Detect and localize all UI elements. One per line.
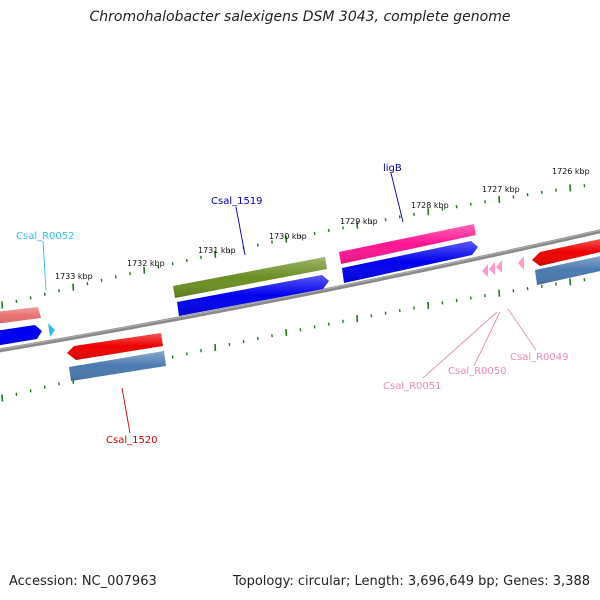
kbp-label: 1728 kbp <box>411 201 449 210</box>
trna-feature-csal-r0050b[interactable] <box>496 260 502 273</box>
gene-feature-salmon-left[interactable] <box>0 307 41 324</box>
gene-feature-steelblue-right[interactable] <box>535 255 600 285</box>
gene-label-csal-r0050[interactable]: Csal_R0050 <box>448 366 507 377</box>
gene-label-csal-r0051[interactable]: Csal_R0051 <box>383 381 442 392</box>
label-leaders <box>42 172 537 434</box>
genome-summary-text: Topology: circular; Length: 3,696,649 bp… <box>232 574 590 589</box>
kbp-ticks-outer <box>1 184 586 309</box>
kbp-label: 1732 kbp <box>127 259 165 268</box>
gene-label-csal-r0049[interactable]: Csal_R0049 <box>510 352 569 363</box>
gene-label-csal-1520[interactable]: Csal_1520 <box>106 435 158 446</box>
kbp-label: 1730 kbp <box>269 232 307 241</box>
map-title: Chromohalobacter salexigens DSM 3043, co… <box>89 9 511 25</box>
trna-feature-csal-r0050[interactable] <box>489 262 495 275</box>
genome-backbone <box>0 229 600 353</box>
gene-label-ligb[interactable]: ligB <box>383 163 402 174</box>
cds-feature-csal-1520[interactable] <box>69 351 166 381</box>
gene-label-csal-1519[interactable]: Csal_1519 <box>211 196 263 207</box>
gene-feature-red-right[interactable] <box>532 238 600 266</box>
kbp-label: 1729 kbp <box>340 217 378 226</box>
kbp-label: 1733 kbp <box>55 272 93 281</box>
gene-feature-csal-1520[interactable] <box>67 333 163 360</box>
gene-feature-ligb[interactable] <box>339 224 476 264</box>
accession-text: Accession: NC_007963 <box>9 574 157 589</box>
cds-feature-ligb[interactable] <box>342 241 478 283</box>
kbp-labels: 1733 kbp 1732 kbp 1731 kbp 1730 kbp 1729… <box>55 167 590 281</box>
cds-feature-csal-1519[interactable] <box>177 275 329 316</box>
kbp-label: 1731 kbp <box>198 246 236 255</box>
gene-label-csal-r0052[interactable]: Csal_R0052 <box>16 231 75 242</box>
trna-feature-csal-r0052[interactable] <box>48 323 55 337</box>
genome-backbone-highlight <box>0 229 600 350</box>
gene-feature-csal-1519[interactable] <box>173 257 327 298</box>
trna-feature-csal-r0051[interactable] <box>482 264 488 277</box>
trna-feature-csal-r0049[interactable] <box>518 256 524 270</box>
kbp-label: 1726 kbp <box>552 167 590 176</box>
kbp-label: 1727 kbp <box>482 185 520 194</box>
cds-feature-left[interactable] <box>0 325 42 346</box>
gene-labels: Csal_R0052 Csal_1519 ligB Csal_1520 Csal… <box>16 163 569 446</box>
